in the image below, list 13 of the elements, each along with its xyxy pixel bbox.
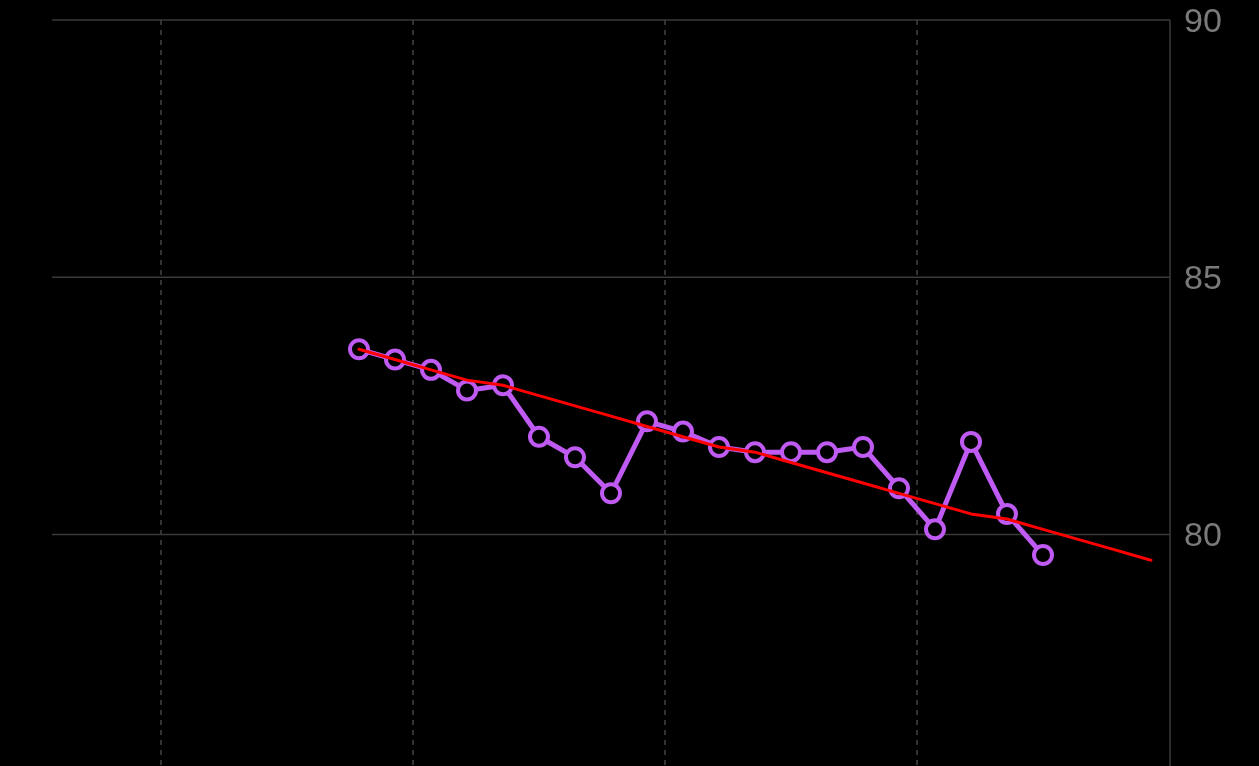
y-tick-label: 85 — [1184, 258, 1222, 297]
y-tick-label: 90 — [1184, 1, 1222, 39]
point — [1032, 544, 1054, 567]
point — [816, 441, 838, 464]
point — [960, 430, 982, 453]
point — [600, 482, 622, 505]
point — [924, 518, 946, 541]
point — [852, 436, 874, 459]
point — [456, 379, 478, 402]
point — [780, 441, 802, 464]
point — [564, 446, 586, 469]
point — [528, 425, 550, 448]
y-tick-label: 80 — [1184, 515, 1222, 554]
